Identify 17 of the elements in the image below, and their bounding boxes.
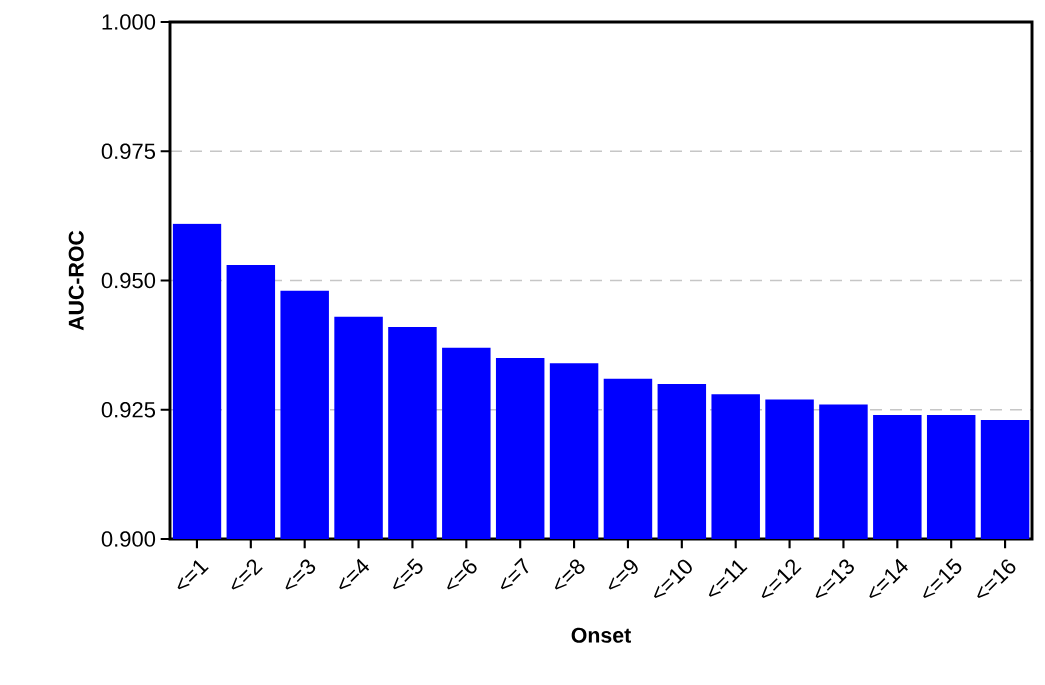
y-tick-label: 0.950 [101,272,156,289]
y-tick-label: 0.925 [101,401,156,418]
x-tick-label: <=11 [708,560,748,597]
y-tick-label: 1.000 [102,14,156,30]
x-tick-label: <=1 [177,560,209,590]
x-tick-label: <=2 [231,559,263,590]
x-tick-label: <=5 [393,558,423,590]
x-tick-label: <=8 [554,559,585,590]
x-tick-label: <=6 [447,559,477,590]
x-axis-title: Onset [571,627,631,643]
y-tick-label: 0.975 [101,143,156,160]
y-tick-label: 0.900 [101,531,156,547]
y-axis-title: AUC-ROC [68,230,84,331]
x-tick-label: <=4 [339,558,370,590]
x-tick-label: <=7 [500,557,529,590]
x-tick-label: <=3 [285,559,316,590]
x-tick-label: <=9 [608,559,638,590]
